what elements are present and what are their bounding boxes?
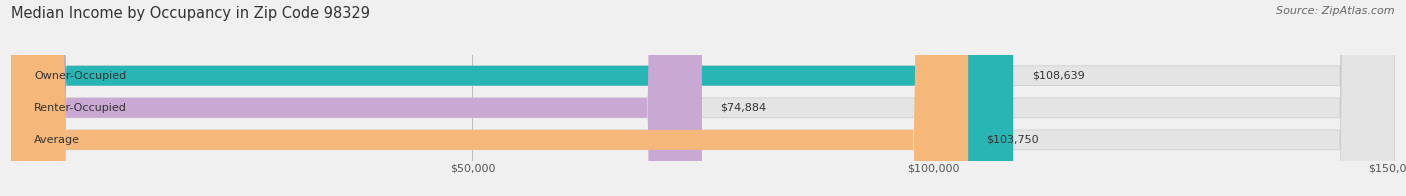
FancyBboxPatch shape <box>11 0 702 196</box>
Text: $103,750: $103,750 <box>987 135 1039 145</box>
FancyBboxPatch shape <box>11 0 1014 196</box>
Text: Renter-Occupied: Renter-Occupied <box>34 103 127 113</box>
Text: Median Income by Occupancy in Zip Code 98329: Median Income by Occupancy in Zip Code 9… <box>11 6 370 21</box>
Text: $108,639: $108,639 <box>1032 71 1084 81</box>
FancyBboxPatch shape <box>11 0 1395 196</box>
FancyBboxPatch shape <box>11 0 1395 196</box>
Text: $74,884: $74,884 <box>720 103 766 113</box>
FancyBboxPatch shape <box>11 0 969 196</box>
Text: Source: ZipAtlas.com: Source: ZipAtlas.com <box>1277 6 1395 16</box>
Text: Owner-Occupied: Owner-Occupied <box>34 71 127 81</box>
FancyBboxPatch shape <box>11 0 1395 196</box>
Text: Average: Average <box>34 135 80 145</box>
